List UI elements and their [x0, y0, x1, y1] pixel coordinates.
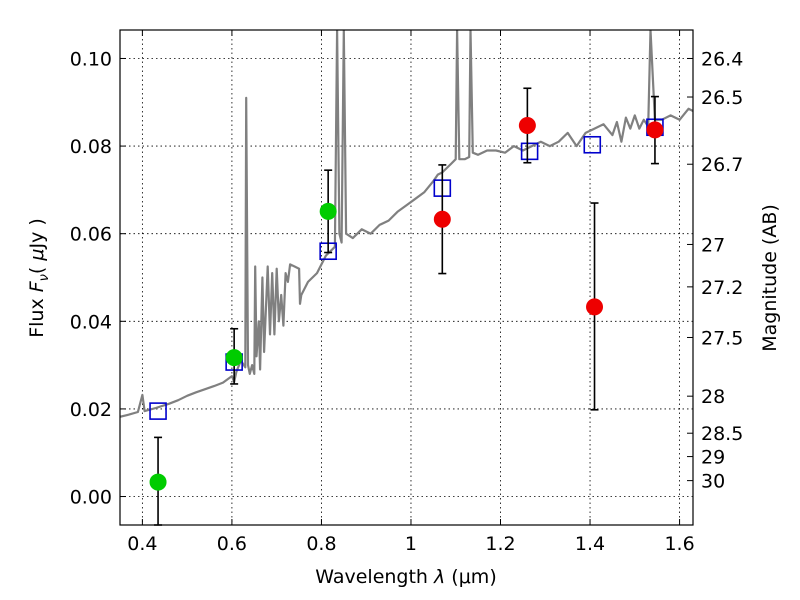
magnitude-tick-label: 27.2 [701, 277, 743, 299]
y-axis-label: Flux Fν( μJy ) [26, 218, 52, 338]
magnitude-axis-label: Magnitude (AB) [759, 204, 781, 352]
y-tick-label: 0.08 [70, 136, 112, 158]
infrared-flux-point [518, 116, 536, 134]
magnitude-tick-label: 30 [701, 471, 725, 493]
plot-area [120, 30, 693, 418]
model-flux-square [583, 135, 602, 154]
magnitude-tick-label: 28.5 [701, 423, 743, 445]
infrared-flux-point [433, 210, 451, 228]
x-tick-label: 1 [405, 533, 417, 555]
infrared-flux-point [646, 121, 664, 139]
grid-layer [120, 30, 693, 525]
model-flux-square [520, 142, 539, 161]
magnitude-tick-label: 26.7 [701, 154, 743, 176]
spectrum-line [120, 30, 693, 418]
optical-flux-point [319, 202, 337, 220]
magnitude-tick-label: 29 [701, 447, 725, 469]
optical-flux-point [225, 349, 243, 367]
magnitude-tick-label: 27 [701, 234, 725, 256]
model-flux-square [149, 402, 167, 420]
y-tick-label: 0.10 [70, 48, 112, 70]
plot-frame [119, 29, 694, 526]
y-tick-label: 0.02 [70, 399, 112, 421]
y-tick-label: 0.06 [70, 224, 112, 246]
x-tick-label: 1.2 [485, 533, 515, 555]
magnitude-tick-label: 27.5 [701, 327, 743, 349]
x-tick-label: 1.6 [664, 533, 694, 555]
x-tick-label: 1.4 [575, 533, 605, 555]
y-tick-label: 0.00 [70, 487, 112, 509]
x-tick-label: 0.8 [306, 533, 336, 555]
x-axis-label: Wavelength λ (μm) [315, 566, 496, 588]
magnitude-tick-label: 28 [701, 386, 725, 408]
optical-flux-point [149, 473, 167, 491]
marker-layer [149, 87, 664, 526]
x-tick-label: 0.6 [217, 533, 247, 555]
magnitude-tick-label: 26.4 [701, 48, 743, 70]
x-tick-label: 0.4 [127, 533, 157, 555]
infrared-flux-point [586, 298, 604, 316]
y-tick-label: 0.04 [70, 311, 112, 333]
magnitude-tick-label: 26.5 [701, 87, 743, 109]
tick-layer: 0.4 0.6 0.8 1 1.2 1.4 1.6 0.00 0.02 0.04 0.06 0.08 0… [70, 30, 743, 555]
